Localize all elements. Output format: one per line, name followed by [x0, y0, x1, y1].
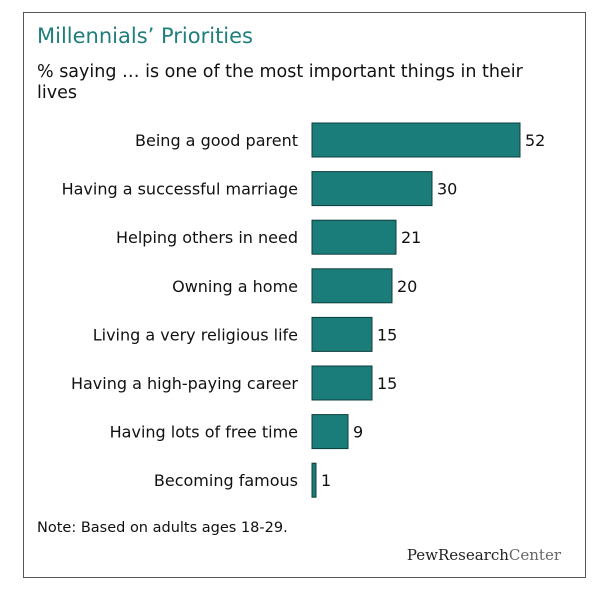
bar [311, 219, 397, 255]
category-label: Being a good parent [135, 131, 298, 150]
chart-frame [23, 12, 586, 578]
data-label: 1 [321, 471, 331, 490]
logo-part-1: PewResearch [406, 546, 509, 564]
pew-research-center-logo: PewResearchCenter [407, 546, 561, 564]
chart-title: Millennials’ Priorities [37, 24, 253, 48]
category-label: Becoming famous [154, 471, 298, 490]
logo-part-2: Center [508, 546, 561, 564]
data-label: 15 [377, 374, 397, 393]
category-label: Owning a home [172, 277, 298, 296]
category-label: Having a high-paying career [71, 374, 298, 393]
bar [311, 122, 521, 158]
data-label: 15 [377, 325, 397, 344]
chart-subtitle: % saying … is one of the most important … [37, 62, 523, 103]
category-label: Having a successful marriage [62, 180, 298, 199]
bar [311, 316, 373, 352]
bar [311, 414, 349, 450]
category-label: Having lots of free time [110, 423, 298, 442]
data-label: 52 [525, 131, 545, 150]
data-label: 30 [437, 180, 457, 199]
category-label: Living a very religious life [93, 325, 298, 344]
data-label: 20 [397, 277, 417, 296]
data-label: 9 [353, 423, 363, 442]
data-label: 21 [401, 228, 421, 247]
bar [311, 171, 433, 207]
bar [311, 268, 393, 304]
category-label: Helping others in need [116, 228, 298, 247]
bar [311, 462, 317, 498]
chart-note: Note: Based on adults ages 18-29. [37, 520, 288, 536]
bar [311, 365, 373, 401]
